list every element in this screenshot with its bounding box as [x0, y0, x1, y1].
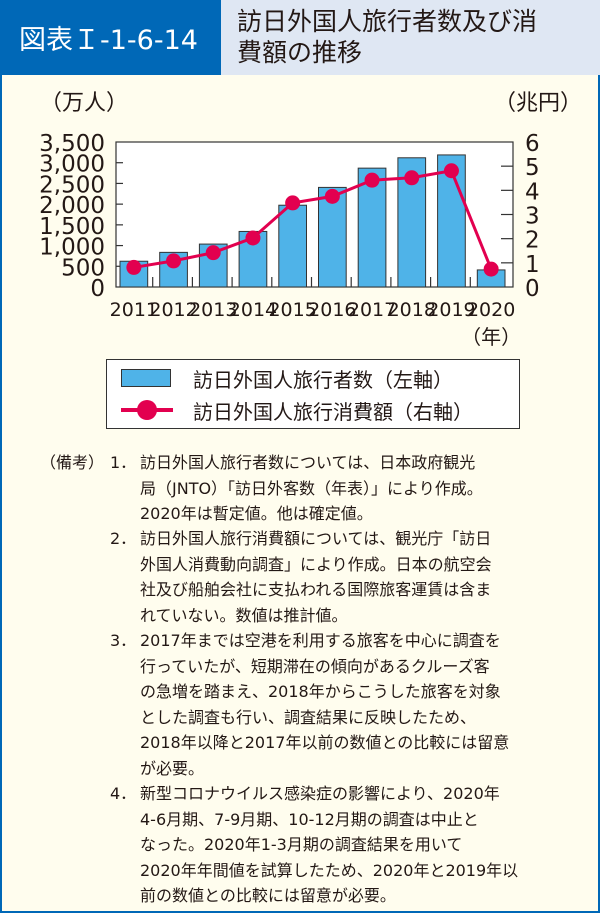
line-marker-icon [121, 400, 173, 420]
left-tick-label: 1,500 [39, 214, 105, 240]
spending-marker-2013 [205, 245, 221, 261]
note-text: 新型コロナウイルス感染症の影響により、2020年 4-6月期、7-9月期、10-… [140, 784, 519, 905]
figure-title-line1: 訪日外国人旅行者数及び消 [237, 7, 538, 36]
figure-title-line2: 費額の推移 [237, 38, 363, 67]
right-axis-title: （兆円） [494, 91, 582, 116]
spending-marker-2012 [166, 253, 182, 269]
note-text: 訪日外国人旅行消費額については、観光庁「訪日 外国人消費動向調査」により作成。日… [140, 529, 492, 625]
left-tick-label: 1,000 [39, 235, 105, 261]
bar-2017 [357, 167, 387, 288]
note-text: 訪日外国人旅行者数については、日本政府観光 局（JNTO）「訪日外客数（年表）」… [140, 453, 483, 523]
left-tick-label: 500 [61, 255, 105, 281]
right-tick-label: 5 [525, 155, 540, 181]
x-tick-label: 2012 [149, 299, 197, 321]
spending-marker-2018 [404, 170, 420, 186]
x-tick-label: 2016 [308, 299, 356, 321]
chart-legend: 訪日外国人旅行者数（左軸） 訪日外国人旅行消費額（右軸） [106, 359, 520, 429]
spending-marker-2020 [483, 261, 499, 277]
spending-marker-2019 [443, 163, 459, 179]
figure-panel: 0 500 1,000 1,500 2,000 2,500 3,000 3,500 0 1 2 3 4 5… [0, 75, 600, 913]
right-tick-label: 3 [525, 204, 540, 230]
chart: 05001,0001,5002,0002,5003,0003,500012345… [39, 91, 582, 349]
figure-number: 図表Ｉ-1-6-14 [0, 0, 221, 75]
x-tick-label: 2018 [388, 299, 436, 321]
legend-label-visitors: 訪日外国人旅行者数（左軸） [193, 367, 453, 392]
spending-marker-2014 [245, 230, 261, 246]
left-tick-label: 2,500 [39, 172, 105, 198]
x-tick-label: 2019 [427, 299, 475, 321]
left-tick-label: 0 [90, 276, 105, 302]
note-number: 4． [110, 784, 137, 803]
bar-2015 [278, 204, 307, 288]
note-text: 2017年までは空港を利用する旅客を中心に調査を 行っていたが、短期滞在の傾向が… [140, 631, 510, 778]
right-tick-label: 0 [525, 276, 540, 302]
left-tick-label: 3,500 [39, 131, 105, 157]
spending-line [133, 169, 493, 270]
spending-marker-2015 [285, 195, 301, 211]
left-tick-label: 3,000 [39, 152, 105, 178]
x-tick-label: 2014 [229, 299, 277, 321]
right-tick-label: 4 [525, 179, 540, 205]
x-tick-label: 2015 [268, 299, 316, 321]
spending-marker-2011 [126, 259, 142, 275]
x-tick-label: 2017 [348, 299, 396, 321]
note-number: 2． [110, 529, 137, 548]
note-number: 1． [110, 453, 137, 472]
x-tick-label: 2011 [110, 299, 158, 321]
left-axis-title: （万人） [40, 91, 128, 116]
legend-label-spending: 訪日外国人旅行消費額（右軸） [193, 399, 473, 424]
x-tick-label: 2020 [467, 299, 515, 321]
bar-swatch-icon [121, 369, 171, 387]
figure-title: 訪日外国人旅行者数及び消 費額の推移 [221, 0, 600, 75]
left-tick-label: 2,000 [39, 193, 105, 219]
notes-label: （備考） [40, 453, 105, 472]
x-axis-title: （年） [461, 325, 521, 349]
legend-item-visitors: 訪日外国人旅行者数（左軸） [107, 362, 453, 394]
x-tick-label: 2013 [189, 299, 237, 321]
legend-item-spending: 訪日外国人旅行消費額（右軸） [107, 394, 473, 426]
right-tick-label: 1 [525, 252, 540, 278]
note-number: 3． [110, 631, 137, 650]
bar-2016 [318, 186, 347, 288]
spending-marker-2017 [364, 172, 380, 188]
right-tick-label: 6 [525, 131, 540, 157]
right-tick-label: 2 [525, 228, 540, 254]
spending-marker-2016 [324, 188, 340, 204]
